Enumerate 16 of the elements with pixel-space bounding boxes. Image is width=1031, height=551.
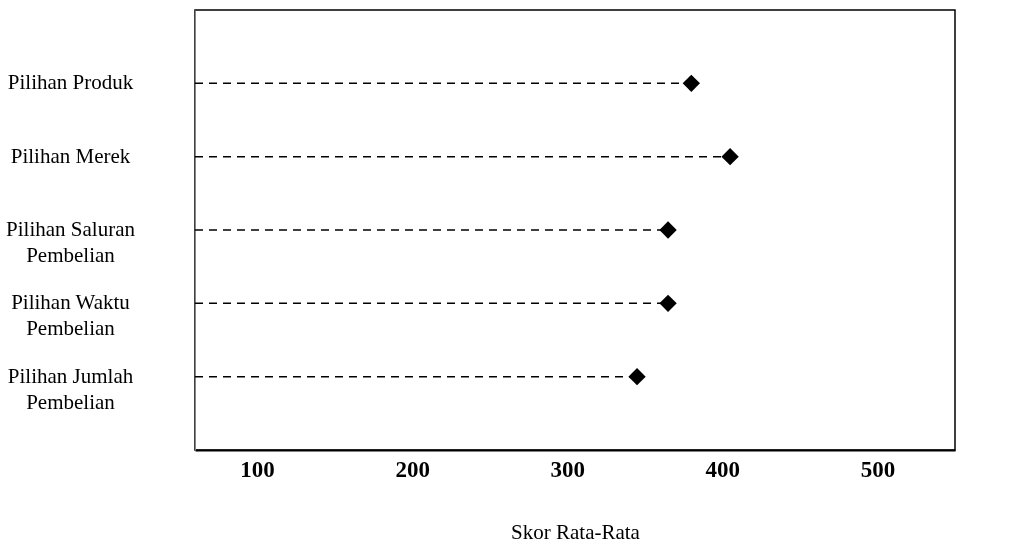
point — [682, 74, 700, 92]
y-tick-label: Pilihan Produk — [7, 70, 134, 95]
x-tick-label: 300 — [550, 456, 585, 482]
point — [659, 221, 677, 239]
point — [721, 148, 739, 166]
y-tick-label: Pilihan Waktu Pembelian — [11, 290, 131, 341]
x-tick-label: 100 — [240, 456, 275, 482]
y-tick-label: Pilihan Merek — [10, 143, 131, 168]
x-tick-label: 200 — [395, 456, 430, 482]
point — [659, 294, 677, 312]
x-tick-label: 400 — [705, 456, 741, 482]
x-axis-title: Skor Rata-Rata — [511, 519, 641, 544]
x-tick-label: 500 — [860, 456, 896, 482]
y-tick-label: Pilihan Saluran Pembelian — [6, 217, 136, 267]
point — [628, 368, 646, 386]
y-tick-label: Pilihan Jumlah Pembelian — [7, 363, 134, 414]
